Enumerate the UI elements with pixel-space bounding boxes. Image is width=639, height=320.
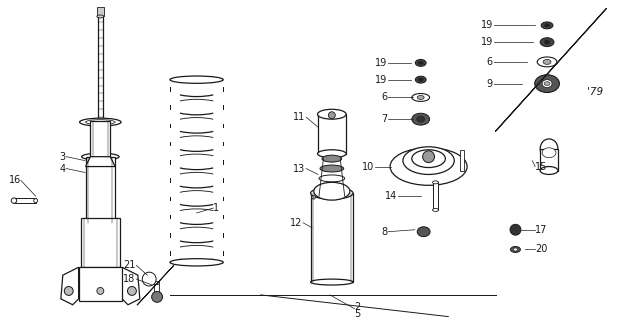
Text: 14: 14 xyxy=(385,191,397,201)
Text: 10: 10 xyxy=(362,162,374,172)
Ellipse shape xyxy=(415,60,426,66)
Ellipse shape xyxy=(97,15,104,18)
Text: 20: 20 xyxy=(535,244,548,254)
Ellipse shape xyxy=(514,248,518,251)
Ellipse shape xyxy=(82,153,119,160)
Text: '79: '79 xyxy=(587,86,603,97)
Ellipse shape xyxy=(542,148,556,158)
Bar xyxy=(14,198,36,203)
Text: 16: 16 xyxy=(9,175,21,185)
Ellipse shape xyxy=(314,182,350,200)
Circle shape xyxy=(422,151,435,163)
Text: 6: 6 xyxy=(381,92,387,102)
Text: 4: 4 xyxy=(59,164,65,173)
Text: 19: 19 xyxy=(481,20,493,30)
Ellipse shape xyxy=(170,76,223,83)
Ellipse shape xyxy=(412,113,429,125)
Ellipse shape xyxy=(319,185,344,192)
Text: 7: 7 xyxy=(381,114,387,124)
Ellipse shape xyxy=(511,246,520,252)
Circle shape xyxy=(97,287,104,294)
Circle shape xyxy=(328,112,335,119)
Ellipse shape xyxy=(86,120,115,124)
Ellipse shape xyxy=(12,198,17,203)
Ellipse shape xyxy=(170,259,223,266)
Text: 19: 19 xyxy=(375,75,387,85)
Bar xyxy=(433,182,438,210)
Text: 6: 6 xyxy=(487,57,493,67)
Ellipse shape xyxy=(153,282,160,284)
Ellipse shape xyxy=(543,60,551,64)
Text: 13: 13 xyxy=(293,164,305,173)
Ellipse shape xyxy=(418,78,424,82)
Text: 18: 18 xyxy=(123,274,135,284)
Ellipse shape xyxy=(418,61,424,65)
Text: 2: 2 xyxy=(355,302,361,312)
Text: 9: 9 xyxy=(487,79,493,89)
Ellipse shape xyxy=(417,227,430,237)
Bar xyxy=(154,282,159,297)
Bar xyxy=(86,157,115,223)
Bar xyxy=(97,7,104,17)
Ellipse shape xyxy=(417,116,425,122)
Ellipse shape xyxy=(321,193,343,200)
Text: 1: 1 xyxy=(213,203,219,213)
Bar xyxy=(91,121,110,157)
Ellipse shape xyxy=(541,22,553,29)
Text: 8: 8 xyxy=(381,227,387,237)
Ellipse shape xyxy=(544,82,550,85)
Ellipse shape xyxy=(412,93,429,101)
Ellipse shape xyxy=(540,166,558,174)
Ellipse shape xyxy=(412,150,445,168)
Ellipse shape xyxy=(535,75,559,92)
Ellipse shape xyxy=(433,181,438,184)
Text: 11: 11 xyxy=(293,112,305,122)
Ellipse shape xyxy=(322,155,342,162)
Bar xyxy=(311,193,353,282)
Ellipse shape xyxy=(544,40,550,44)
Ellipse shape xyxy=(318,109,346,119)
Ellipse shape xyxy=(80,118,121,126)
Text: 19: 19 xyxy=(375,58,387,68)
Text: 12: 12 xyxy=(290,218,302,228)
Ellipse shape xyxy=(542,80,552,88)
Circle shape xyxy=(151,292,162,302)
Ellipse shape xyxy=(320,165,344,172)
Text: 19: 19 xyxy=(481,37,493,47)
Ellipse shape xyxy=(415,76,426,83)
Text: 17: 17 xyxy=(535,225,548,235)
Ellipse shape xyxy=(433,209,438,212)
Bar xyxy=(98,14,103,121)
Text: 15: 15 xyxy=(535,162,548,172)
Ellipse shape xyxy=(537,57,557,67)
Circle shape xyxy=(510,224,521,235)
Bar xyxy=(318,114,346,154)
Ellipse shape xyxy=(318,150,346,158)
Bar xyxy=(81,218,120,267)
Circle shape xyxy=(312,195,316,199)
Ellipse shape xyxy=(390,148,467,185)
Ellipse shape xyxy=(540,38,554,47)
Ellipse shape xyxy=(544,23,550,27)
Ellipse shape xyxy=(311,187,353,199)
Text: 3: 3 xyxy=(59,152,65,162)
Ellipse shape xyxy=(311,279,353,285)
Text: 5: 5 xyxy=(355,309,361,319)
Bar xyxy=(460,150,464,172)
Ellipse shape xyxy=(417,95,424,100)
Circle shape xyxy=(65,286,73,295)
Polygon shape xyxy=(61,267,79,305)
Ellipse shape xyxy=(34,199,38,203)
Polygon shape xyxy=(86,157,115,166)
Bar xyxy=(79,267,122,301)
Text: 21: 21 xyxy=(123,260,135,270)
Polygon shape xyxy=(122,267,140,305)
Bar xyxy=(540,149,558,171)
Ellipse shape xyxy=(319,175,344,182)
Circle shape xyxy=(142,272,156,286)
Ellipse shape xyxy=(403,147,454,174)
Circle shape xyxy=(127,286,136,295)
Ellipse shape xyxy=(540,139,558,159)
